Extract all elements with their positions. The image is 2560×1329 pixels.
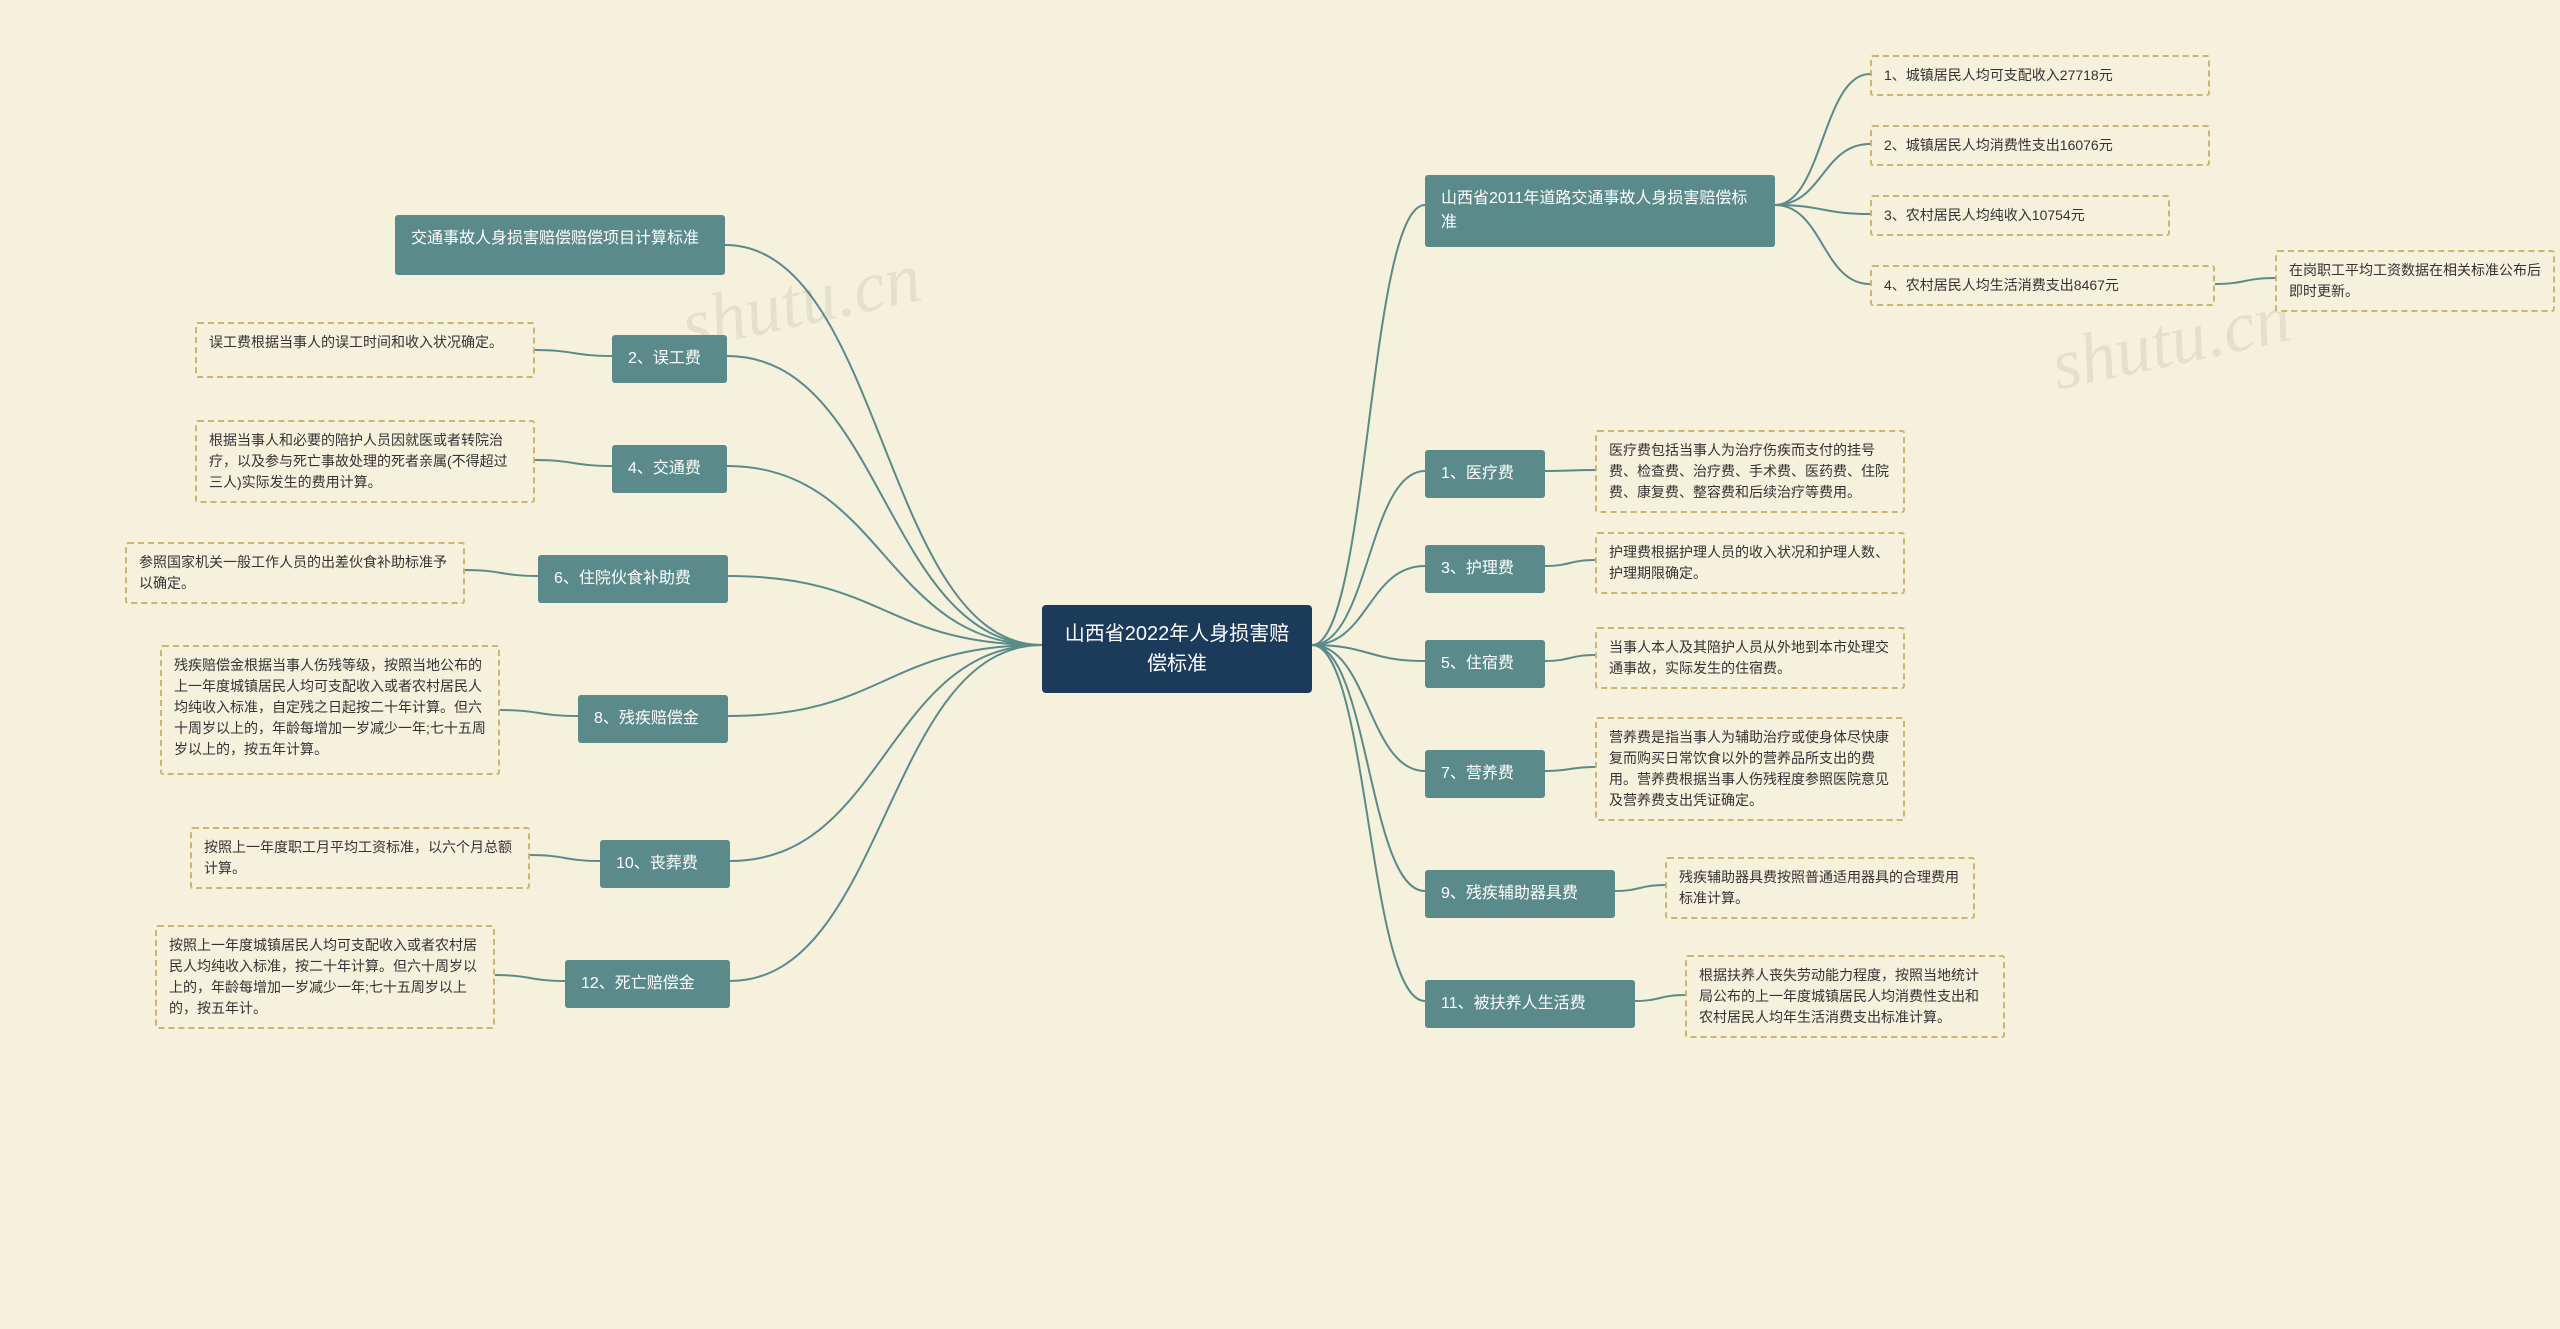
branch-node: 3、护理费 bbox=[1425, 545, 1545, 593]
branch-node: 交通事故人身损害赔偿赔偿项目计算标准 bbox=[395, 215, 725, 275]
branch-node: 8、残疾赔偿金 bbox=[578, 695, 728, 743]
leaf-node: 4、农村居民人均生活消费支出8467元 bbox=[1870, 265, 2215, 306]
branch-node: 9、残疾辅助器具费 bbox=[1425, 870, 1615, 918]
leaf-node: 残疾辅助器具费按照普通适用器具的合理费用标准计算。 bbox=[1665, 857, 1975, 919]
leaf-node: 在岗职工平均工资数据在相关标准公布后即时更新。 bbox=[2275, 250, 2555, 312]
branch-node: 10、丧葬费 bbox=[600, 840, 730, 888]
leaf-node: 营养费是指当事人为辅助治疗或使身体尽快康复而购买日常饮食以外的营养品所支出的费用… bbox=[1595, 717, 1905, 821]
leaf-node: 参照国家机关一般工作人员的出差伙食补助标准予以确定。 bbox=[125, 542, 465, 604]
leaf-node: 护理费根据护理人员的收入状况和护理人数、护理期限确定。 bbox=[1595, 532, 1905, 594]
leaf-node: 1、城镇居民人均可支配收入27718元 bbox=[1870, 55, 2210, 96]
leaf-node: 按照上一年度城镇居民人均可支配收入或者农村居民人均纯收入标准，按二十年计算。但六… bbox=[155, 925, 495, 1029]
branch-node: 5、住宿费 bbox=[1425, 640, 1545, 688]
branch-node: 1、医疗费 bbox=[1425, 450, 1545, 498]
branch-node: 山西省2011年道路交通事故人身损害赔偿标准 bbox=[1425, 175, 1775, 247]
branch-node: 2、误工费 bbox=[612, 335, 727, 383]
leaf-node: 按照上一年度职工月平均工资标准，以六个月总额计算。 bbox=[190, 827, 530, 889]
leaf-node: 2、城镇居民人均消费性支出16076元 bbox=[1870, 125, 2210, 166]
leaf-node: 误工费根据当事人的误工时间和收入状况确定。 bbox=[195, 322, 535, 378]
branch-node: 7、营养费 bbox=[1425, 750, 1545, 798]
branch-node: 6、住院伙食补助费 bbox=[538, 555, 728, 603]
leaf-node: 3、农村居民人均纯收入10754元 bbox=[1870, 195, 2170, 236]
leaf-node: 根据扶养人丧失劳动能力程度，按照当地统计局公布的上一年度城镇居民人均消费性支出和… bbox=[1685, 955, 2005, 1038]
center-node: 山西省2022年人身损害赔偿标准 bbox=[1042, 605, 1312, 693]
leaf-node: 医疗费包括当事人为治疗伤疾而支付的挂号费、检查费、治疗费、手术费、医药费、住院费… bbox=[1595, 430, 1905, 513]
leaf-node: 当事人本人及其陪护人员从外地到本市处理交通事故，实际发生的住宿费。 bbox=[1595, 627, 1905, 689]
leaf-node: 根据当事人和必要的陪护人员因就医或者转院治疗，以及参与死亡事故处理的死者亲属(不… bbox=[195, 420, 535, 503]
leaf-node: 残疾赔偿金根据当事人伤残等级，按照当地公布的上一年度城镇居民人均可支配收入或者农… bbox=[160, 645, 500, 775]
branch-node: 12、死亡赔偿金 bbox=[565, 960, 730, 1008]
mindmap-canvas: shutu.cnshutu.cn山西省2022年人身损害赔偿标准山西省2011年… bbox=[0, 0, 2560, 1329]
branch-node: 11、被扶养人生活费 bbox=[1425, 980, 1635, 1028]
branch-node: 4、交通费 bbox=[612, 445, 727, 493]
